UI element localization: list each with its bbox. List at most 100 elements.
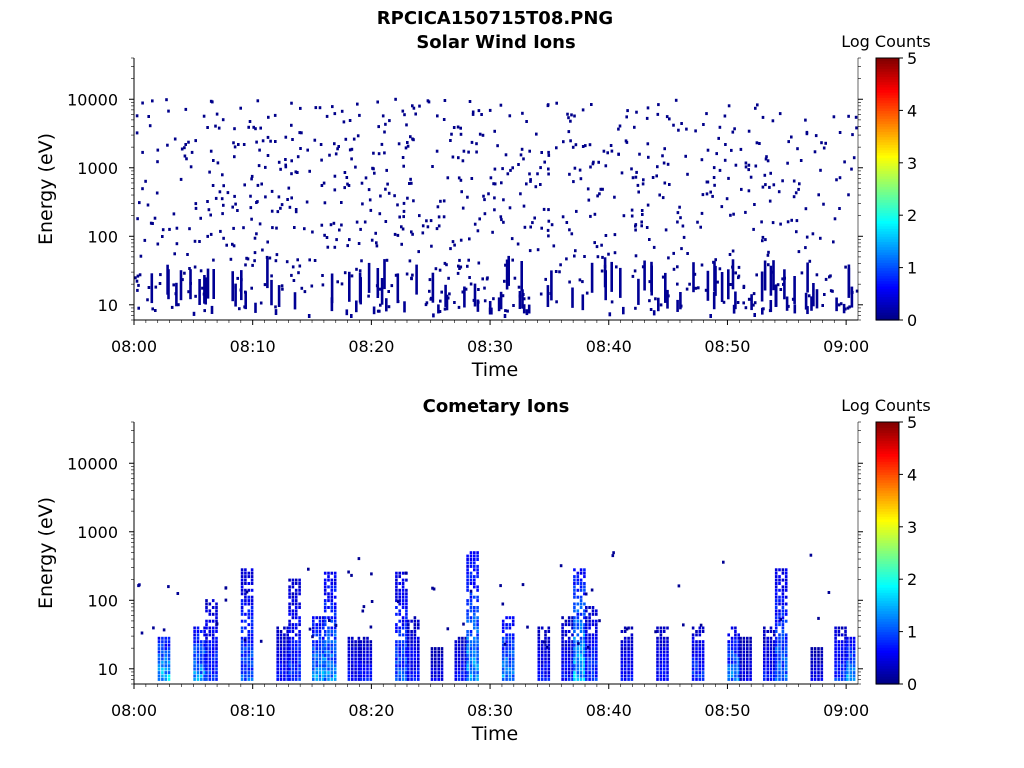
heatmap-cell xyxy=(564,623,568,627)
heatmap-cell xyxy=(798,182,801,186)
heatmap-cell xyxy=(211,636,215,640)
heatmap-cell xyxy=(405,616,408,620)
heatmap-cell xyxy=(294,606,298,609)
heatmap-cell xyxy=(588,674,591,678)
heatmap-cell xyxy=(322,650,325,654)
heatmap-cell xyxy=(500,218,503,222)
heatmap-cell xyxy=(739,664,742,668)
colorbar-segment xyxy=(876,568,899,572)
heatmap-cell xyxy=(695,640,698,644)
heatmap-cell xyxy=(695,677,698,681)
heatmap-cell xyxy=(810,647,814,651)
colorbar-segment xyxy=(876,663,899,667)
heatmap-cell xyxy=(781,585,785,589)
heatmap-cell xyxy=(360,259,363,263)
heatmap-cell xyxy=(588,671,591,675)
heatmap-cell xyxy=(834,650,837,654)
heatmap-cell xyxy=(457,674,461,678)
colorbar-segment xyxy=(876,560,899,565)
heatmap-cell xyxy=(323,660,327,664)
heatmap-cell xyxy=(430,653,434,657)
heatmap-cell xyxy=(333,582,337,585)
heatmap-cell xyxy=(354,647,357,651)
heatmap-cell xyxy=(766,660,769,664)
heatmap-cell xyxy=(579,571,583,575)
heatmap-cell xyxy=(829,289,833,293)
heatmap-cell xyxy=(446,627,450,631)
heatmap-cell xyxy=(208,674,212,678)
heatmap-cell xyxy=(499,584,502,588)
heatmap-cell xyxy=(834,626,837,630)
heatmap-cell xyxy=(410,636,413,640)
heatmap-streak xyxy=(445,294,449,311)
heatmap-cell xyxy=(318,640,322,644)
colorbar-segment xyxy=(876,309,899,313)
heatmap-streak xyxy=(692,262,695,293)
colorbar-segment xyxy=(876,542,899,546)
heatmap-cell xyxy=(291,616,295,620)
heatmap-cell xyxy=(430,650,434,654)
heatmap-cell xyxy=(473,568,476,572)
heatmap-cell xyxy=(503,279,506,283)
colorbar-segment xyxy=(876,463,899,468)
heatmap-cell xyxy=(437,660,440,664)
heatmap-cell xyxy=(407,626,410,630)
colorbar-segment xyxy=(876,649,899,654)
heatmap-cell xyxy=(311,635,314,639)
heatmap-cell xyxy=(413,633,417,637)
heatmap-cell xyxy=(357,667,361,671)
heatmap-cell xyxy=(701,193,705,197)
heatmap-cell xyxy=(250,650,254,654)
heatmap-streak xyxy=(835,297,838,312)
colorbar-segment xyxy=(876,479,899,483)
heatmap-cell xyxy=(573,606,576,609)
heatmap-cell xyxy=(136,217,139,221)
heatmap-cell xyxy=(810,650,814,654)
heatmap-cell xyxy=(238,307,241,311)
heatmap-cell xyxy=(276,677,279,681)
heatmap-cell xyxy=(547,626,551,630)
heatmap-streak xyxy=(179,270,183,301)
heatmap-cell xyxy=(327,640,330,644)
heatmap-cell xyxy=(347,184,351,187)
heatmap-cell xyxy=(781,277,784,281)
heatmap-cell xyxy=(505,643,508,647)
heatmap-cell xyxy=(607,252,610,256)
heatmap-cell xyxy=(469,640,473,644)
heatmap-cell xyxy=(461,290,465,294)
heatmap-cell xyxy=(200,653,203,657)
heatmap-cell xyxy=(286,667,289,671)
heatmap-cell xyxy=(395,674,398,678)
heatmap-cell xyxy=(307,567,310,571)
heatmap-cell xyxy=(704,288,708,292)
colorbar-segment xyxy=(876,238,899,242)
heatmap-cell xyxy=(501,664,505,668)
heatmap-cell xyxy=(330,640,334,644)
heatmap-streak xyxy=(330,273,334,304)
heatmap-cell xyxy=(810,657,814,661)
heatmap-cell xyxy=(820,671,824,675)
heatmap-cell xyxy=(408,259,412,263)
heatmap-cell xyxy=(312,643,315,647)
heatmap-cell xyxy=(244,671,247,675)
heatmap-cell xyxy=(298,619,301,623)
heatmap-cell xyxy=(573,626,576,630)
heatmap-cell xyxy=(247,599,251,603)
heatmap-streak xyxy=(385,298,388,312)
heatmap-cell xyxy=(215,653,218,657)
heatmap-cell xyxy=(322,619,325,623)
colorbar-segment xyxy=(876,466,899,470)
heatmap-cell xyxy=(281,287,284,291)
heatmap-cell xyxy=(701,660,705,664)
x-tick-label: 08:50 xyxy=(704,337,750,356)
heatmap-cell xyxy=(781,619,785,623)
heatmap-cell xyxy=(270,274,273,278)
heatmap-cell xyxy=(294,650,298,654)
heatmap-cell xyxy=(777,190,781,194)
heatmap-cell xyxy=(456,271,460,275)
heatmap-cell xyxy=(730,671,734,675)
heatmap-cell xyxy=(288,657,291,661)
heatmap-cell xyxy=(672,267,676,271)
heatmap-cell xyxy=(504,263,507,267)
heatmap-cell xyxy=(351,643,354,647)
